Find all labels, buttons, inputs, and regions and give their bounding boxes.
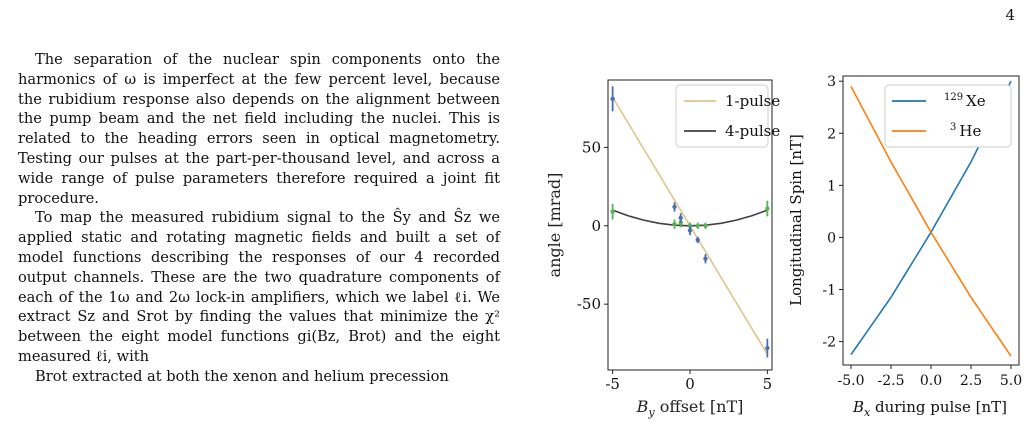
series-4-pulse-curve: [612, 209, 768, 227]
y-tick-label: 2: [827, 126, 836, 142]
chart1-x-label: By offset [nT]: [636, 397, 744, 419]
x-tick-label: 5.0: [1000, 373, 1022, 389]
page-number: 4: [1005, 6, 1015, 24]
paragraph-1: The separation of the nuclear spin compo…: [18, 51, 500, 207]
one-pulse-point: [703, 256, 708, 261]
chart2-x-label: Bx during pulse [nT]: [852, 398, 1007, 419]
y-tick-label: 3: [827, 74, 836, 90]
four-pulse-point: [610, 209, 615, 214]
paragraph-3-partial: Brot extracted at both the xenon and hel…: [35, 367, 449, 384]
x-tick-label: 0.0: [920, 373, 942, 389]
x-tick-label: -5: [605, 375, 620, 393]
four-pulse-point: [687, 223, 693, 228]
y-tick-label: 0: [591, 217, 601, 235]
paragraph-2: To map the measured rubidium signal to t…: [18, 209, 500, 365]
chart1-legend: 1-pulse 4-pulse: [675, 84, 780, 148]
x-tick-label: -2.5: [878, 373, 905, 389]
chart1-y-label: angle [mrad]: [545, 173, 564, 278]
one-pulse-point: [678, 215, 683, 221]
y-tick-label: 50: [582, 138, 601, 156]
y-tick-label: -2: [822, 335, 836, 351]
chart2-legend: 129 Xe 3 He: [884, 84, 1012, 148]
four-pulse-point: [703, 223, 708, 228]
four-pulse-point: [765, 206, 770, 211]
series-he-curve: [850, 86, 1012, 357]
four-pulse-point: [678, 220, 683, 225]
one-pulse-point: [672, 204, 677, 210]
series-1-pulse-line: [611, 96, 769, 355]
y-tick-label: 0: [827, 230, 836, 246]
legend-xe-label: 129 Xe: [944, 92, 986, 110]
one-pulse-point: [695, 237, 700, 243]
x-tick-label: 2.5: [960, 373, 982, 389]
legend-box: [884, 84, 1012, 148]
x-tick-label: 5: [763, 375, 773, 393]
one-pulse-point: [765, 345, 770, 351]
legend-1-pulse-label: 1-pulse: [725, 92, 780, 110]
one-pulse-point: [687, 228, 693, 233]
chart1-frame: [607, 79, 773, 371]
four-pulse-point: [695, 223, 700, 228]
legend-4-pulse-label: 4-pulse: [725, 122, 780, 140]
x-tick-label: 0: [685, 375, 695, 393]
four-pulse-point: [672, 222, 677, 227]
y-tick-label: -1: [822, 282, 836, 298]
y-tick-label: 1: [827, 178, 836, 194]
y-tick-label: -50: [577, 295, 601, 313]
legend-he-label: 3 He: [950, 122, 981, 140]
one-pulse-point: [610, 96, 615, 102]
body-text: The separation of the nuclear spin compo…: [18, 50, 500, 384]
series-xe-curve: [850, 80, 1012, 356]
chart2-y-label: Longitudinal Spin [nT]: [787, 134, 805, 306]
chart2-frame: [842, 75, 1020, 366]
x-tick-label: -5.0: [838, 373, 865, 389]
legend-box: [675, 84, 769, 148]
